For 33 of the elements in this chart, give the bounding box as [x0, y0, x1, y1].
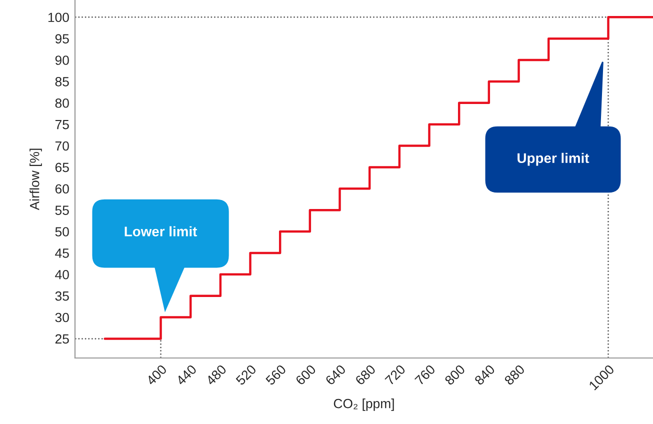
y-tick-label: 30: [55, 312, 69, 322]
y-tick-label: 25: [55, 334, 69, 344]
y-tick-label: 50: [55, 227, 69, 236]
x-tick-label: 840: [474, 364, 496, 386]
x-tick-label: 440: [175, 364, 198, 386]
annotation: Lower limit: [124, 226, 198, 236]
x-tick-label: 640: [324, 364, 346, 386]
y-tick-label: 40: [55, 270, 69, 280]
x-tick-label: 680: [354, 364, 376, 386]
y-tick-label: 90: [55, 56, 69, 65]
x-tick-label: 600: [295, 364, 316, 386]
x-tick-label: 720: [384, 364, 406, 386]
y-tick-label: 70: [55, 141, 69, 151]
annotation: Upper limit: [518, 152, 590, 166]
y-tick-label: 95: [55, 34, 69, 44]
y-tick-label: 65: [55, 162, 69, 172]
x-tick-label: 400: [146, 364, 168, 386]
y-tick-label: 100: [48, 12, 69, 22]
x-tick-label: 520: [235, 364, 257, 386]
x-tick-label: 760: [414, 364, 436, 386]
y-axis-title: Airflow [%]: [30, 148, 42, 210]
y-tick-label: 75: [55, 120, 69, 130]
y-tick-label: 35: [55, 291, 69, 301]
x-tick-label: 800: [444, 364, 466, 386]
y-tick-label: 60: [55, 184, 69, 194]
x-tick-label: 560: [265, 364, 287, 386]
x-tick-label: 880: [504, 364, 526, 386]
y-tick-label: 85: [55, 77, 69, 86]
x-axis-title: CO₂ [ppm]: [334, 398, 394, 411]
x-tick-label: 480: [205, 364, 227, 386]
y-tick-label: 45: [55, 248, 69, 258]
y-tick-label: 80: [55, 98, 69, 108]
y-tick-label: 55: [55, 206, 69, 215]
